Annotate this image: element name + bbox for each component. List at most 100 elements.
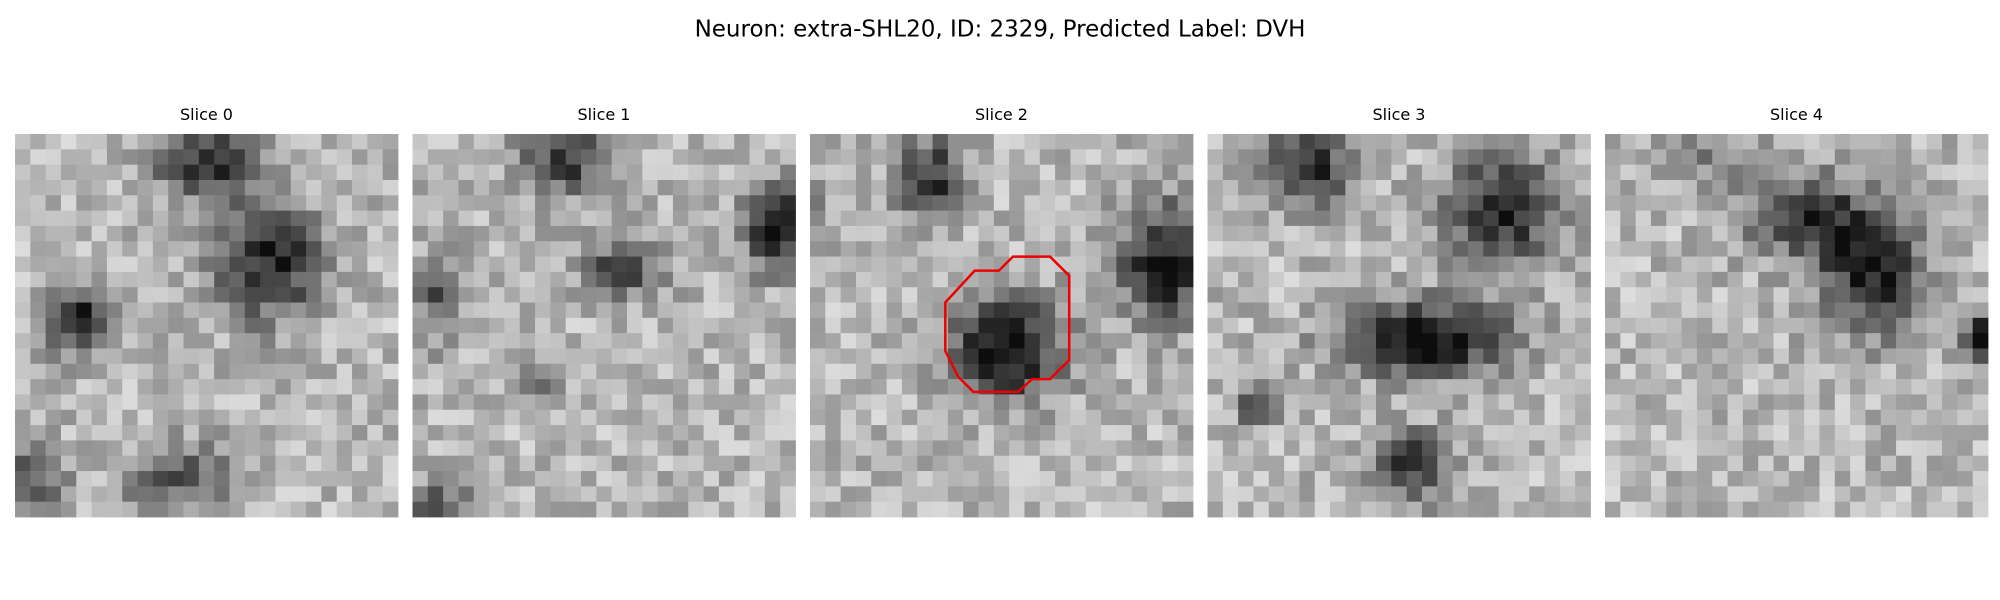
pixel [703, 210, 720, 227]
pixel [1605, 302, 1621, 319]
pixel [458, 501, 475, 518]
pixel [336, 149, 353, 166]
pixel [306, 471, 322, 487]
pixel [947, 379, 964, 395]
pixel [198, 271, 215, 288]
pixel [1360, 348, 1377, 365]
pixel [1758, 317, 1774, 334]
pixel [1101, 149, 1117, 166]
pixel [780, 241, 796, 257]
pixel [382, 210, 399, 227]
pixel [1131, 256, 1148, 273]
pixel [1116, 501, 1133, 518]
pixel [1376, 333, 1392, 349]
pixel [596, 241, 613, 257]
pixel [871, 409, 887, 426]
pixel [1421, 501, 1438, 518]
pixel [321, 455, 338, 472]
pixel [1880, 210, 1897, 227]
pixel [1666, 287, 1682, 303]
pixel [183, 195, 200, 211]
pixel [306, 302, 322, 319]
pixel [1437, 501, 1454, 518]
pixel [1406, 501, 1423, 518]
pixel [519, 425, 536, 441]
pixel [352, 225, 368, 242]
pixel [626, 271, 643, 288]
pixel [1620, 440, 1637, 457]
pixel [1559, 302, 1576, 319]
pixel [290, 179, 307, 196]
pixel [672, 179, 689, 196]
pixel [1345, 225, 1362, 242]
pixel [1314, 287, 1331, 303]
pixel [214, 256, 230, 273]
pixel [1681, 225, 1698, 242]
pixel [901, 394, 918, 411]
pixel [382, 164, 399, 181]
pixel [718, 195, 735, 211]
pixel [749, 425, 766, 441]
pixel [855, 486, 872, 503]
pixel [1544, 379, 1561, 395]
pixel [275, 471, 292, 487]
pixel [672, 440, 689, 457]
pixel [1024, 241, 1041, 257]
pixel [1299, 149, 1316, 166]
pixel [825, 348, 842, 365]
pixel [703, 179, 720, 196]
pixel [1834, 287, 1851, 303]
pixel [688, 333, 704, 349]
pixel [1222, 195, 1239, 211]
pixel [1177, 379, 1194, 395]
pixel [1559, 333, 1576, 349]
pixel [489, 363, 505, 380]
pixel [1162, 363, 1179, 380]
pixel [1727, 241, 1744, 257]
pixel [1299, 501, 1316, 518]
pixel [1345, 348, 1362, 365]
pixel [947, 394, 964, 411]
pixel [1635, 440, 1652, 457]
pixel [473, 225, 490, 242]
pixel [1345, 241, 1362, 257]
pixel [1253, 501, 1270, 518]
pixel [901, 287, 918, 303]
pixel [1788, 455, 1805, 472]
pixel [855, 333, 872, 349]
pixel [581, 164, 597, 181]
pixel [1819, 134, 1836, 150]
pixel [321, 363, 338, 380]
pixel [1207, 256, 1224, 273]
pixel [1773, 379, 1790, 395]
pixel [504, 287, 521, 303]
pixel [1865, 210, 1882, 227]
pixel [91, 149, 108, 166]
pixel [1498, 287, 1515, 303]
pixel [626, 363, 643, 380]
pixel [1085, 302, 1102, 319]
pixel [1742, 440, 1759, 457]
pixel [1850, 225, 1866, 242]
pixel [626, 149, 643, 166]
pixel [290, 333, 307, 349]
pixel [1513, 302, 1530, 319]
pixel [1268, 210, 1285, 227]
pixel [519, 440, 536, 457]
pixel [550, 348, 567, 365]
pixel [60, 271, 77, 288]
pixel [1666, 149, 1682, 166]
pixel [106, 287, 123, 303]
pixel [1177, 471, 1194, 487]
pixel [260, 501, 276, 518]
pixel [412, 134, 429, 150]
pixel [1712, 409, 1728, 426]
pixel [1850, 210, 1866, 227]
pixel [412, 471, 429, 487]
pixel [901, 425, 918, 441]
pixel [764, 149, 781, 166]
pixel [519, 486, 536, 503]
pixel [1696, 440, 1713, 457]
pixel [1421, 471, 1438, 487]
pixel [137, 271, 154, 288]
